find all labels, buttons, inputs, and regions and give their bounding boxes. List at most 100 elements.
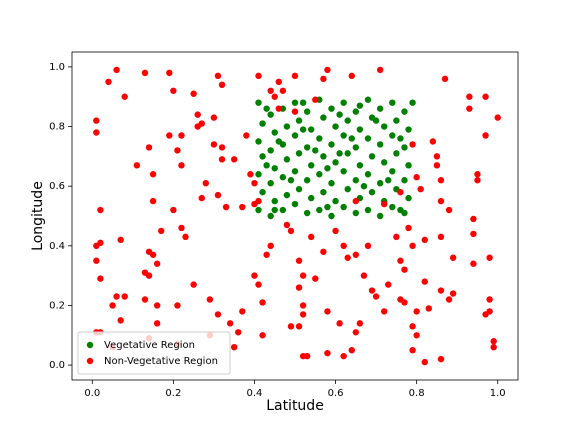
point (141, 69, 149, 77)
point (312, 96, 319, 103)
point (332, 159, 339, 166)
point (271, 129, 278, 136)
point (291, 108, 299, 115)
point (368, 153, 376, 160)
point (145, 144, 153, 151)
point (449, 254, 457, 261)
point (445, 296, 453, 303)
y-tick-label: 0.0 (49, 360, 65, 371)
point (433, 162, 441, 169)
point (210, 141, 218, 148)
point (259, 188, 266, 196)
point (214, 311, 222, 318)
legend-marker (86, 357, 94, 365)
point (279, 87, 287, 94)
point (222, 203, 230, 211)
point (93, 117, 100, 124)
point (295, 323, 303, 330)
point (275, 105, 282, 112)
x-tick-label: 0.0 (84, 388, 100, 399)
point (226, 320, 234, 327)
point (413, 332, 420, 339)
point (368, 188, 376, 196)
legend-text: Vegetative Region (104, 340, 195, 351)
point (316, 135, 323, 142)
point (381, 159, 388, 166)
point (267, 242, 274, 250)
point (389, 203, 396, 211)
point (413, 174, 420, 181)
point (287, 323, 295, 330)
point (312, 275, 319, 282)
point (352, 209, 360, 217)
point (324, 203, 331, 211)
point (287, 177, 295, 184)
point (202, 180, 209, 187)
point (308, 233, 315, 241)
point (214, 72, 222, 80)
point (166, 132, 173, 139)
point (182, 233, 189, 241)
point (170, 206, 177, 214)
point (105, 78, 112, 86)
point (271, 165, 278, 172)
point (218, 156, 226, 163)
point (324, 66, 331, 74)
point (149, 171, 157, 178)
y-tick-label: 0.6 (49, 181, 65, 192)
y-tick-label: 0.4 (49, 241, 65, 252)
point (360, 182, 368, 190)
point (344, 117, 351, 124)
point (376, 105, 384, 112)
point (210, 114, 218, 121)
point (291, 168, 299, 175)
point (372, 117, 380, 124)
point (413, 308, 420, 315)
point (360, 272, 368, 279)
point (243, 132, 250, 139)
point (324, 165, 331, 172)
point (299, 302, 307, 309)
point (283, 123, 291, 130)
point (344, 254, 351, 261)
point (364, 96, 372, 103)
point (470, 260, 477, 267)
point (437, 287, 445, 294)
point (376, 180, 384, 187)
point (121, 293, 128, 300)
point (259, 153, 266, 160)
point (295, 150, 303, 157)
point (409, 346, 416, 354)
point (113, 66, 120, 74)
point (267, 147, 274, 154)
point (153, 260, 161, 267)
point (259, 332, 266, 339)
point (332, 197, 339, 205)
point (299, 272, 307, 279)
point (490, 338, 497, 345)
point (320, 75, 327, 83)
point (263, 105, 270, 112)
point (287, 227, 295, 235)
point (352, 329, 360, 336)
point (449, 290, 457, 297)
point (389, 168, 396, 175)
point (356, 320, 364, 327)
point (385, 177, 392, 184)
point (441, 75, 449, 83)
point (445, 206, 453, 214)
point (372, 293, 380, 300)
point (117, 236, 124, 244)
plot-frame (71, 51, 519, 381)
point (417, 185, 424, 193)
point (490, 344, 497, 351)
point (470, 230, 477, 238)
point (393, 233, 400, 241)
x-tick-label: 1.0 (490, 388, 506, 399)
point (393, 117, 400, 124)
point (332, 123, 339, 130)
point (149, 251, 157, 258)
point (389, 132, 396, 139)
